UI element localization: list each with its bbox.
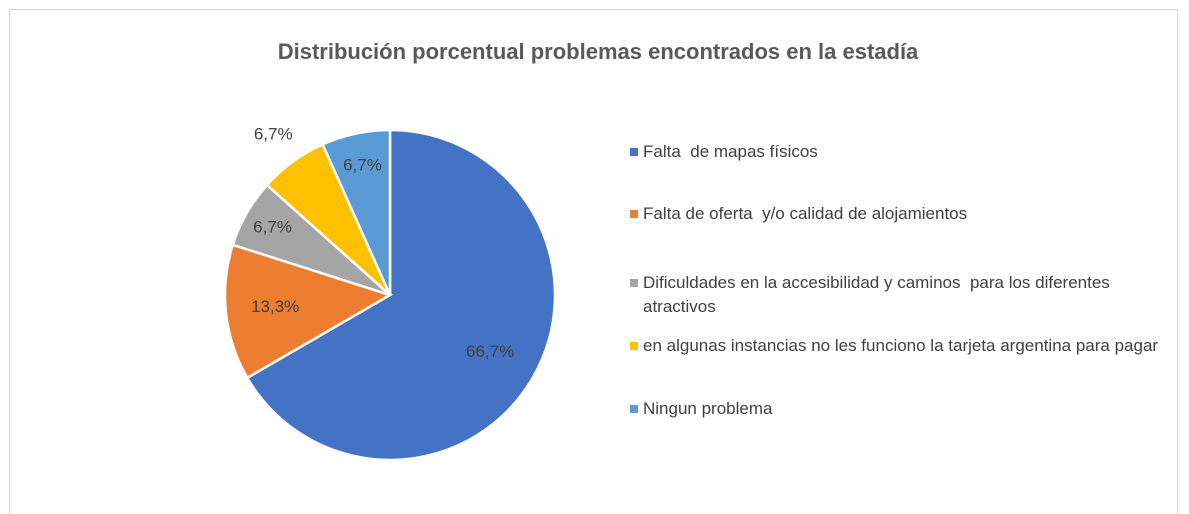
- legend-label: Falta de mapas físicos: [643, 142, 818, 161]
- pie-slice: [320, 128, 392, 296]
- legend-label: Ningun problema: [643, 399, 773, 418]
- legend-swatch: [630, 405, 638, 413]
- legend-swatch: [630, 210, 638, 218]
- chart-frame: [9, 9, 1178, 514]
- data-label: 6,7%: [343, 155, 382, 174]
- legend-swatch: [630, 342, 638, 350]
- data-label: 6,7%: [253, 217, 292, 236]
- chart-title: Distribución porcentual problemas encont…: [278, 39, 919, 64]
- data-label: 6,7%: [254, 125, 293, 144]
- legend-swatch: [630, 148, 638, 156]
- pie-slice: [223, 243, 394, 380]
- legend-label: Dificuldades en la accesibilidad y camin…: [643, 273, 1115, 316]
- legend-label: en algunas instancias no les funciono la…: [643, 336, 1159, 355]
- legend-label: Falta de oferta y/o calidad de alojamien…: [643, 204, 968, 223]
- legend-swatch: [630, 279, 638, 287]
- data-label: 66,7%: [466, 342, 514, 361]
- pie-slice: [245, 128, 557, 462]
- data-label: 13,3%: [251, 297, 299, 316]
